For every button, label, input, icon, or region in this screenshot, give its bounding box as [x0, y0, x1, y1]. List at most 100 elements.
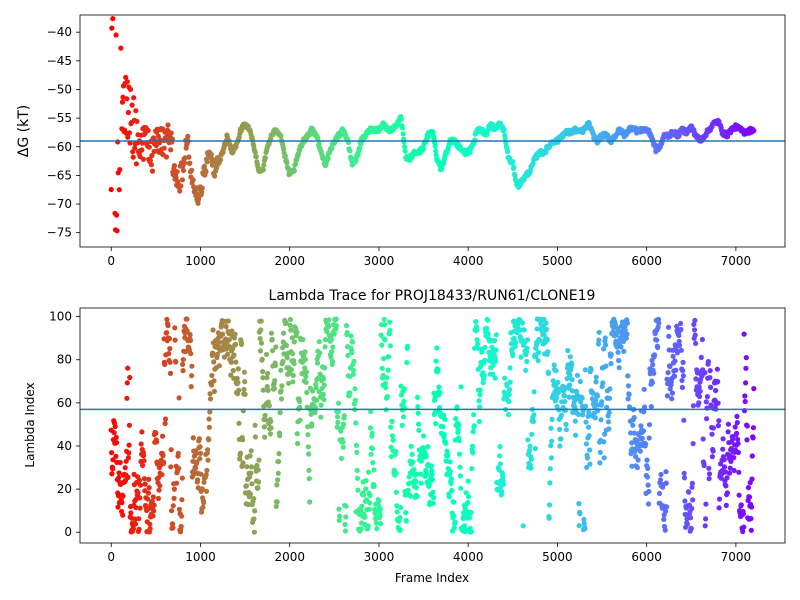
lambda-point — [738, 502, 744, 508]
lambda-point — [305, 432, 311, 438]
lambda-point — [702, 523, 708, 529]
lambda-point — [336, 506, 342, 512]
lambda-point — [433, 358, 439, 364]
lambda-point — [710, 425, 717, 431]
lambda-point — [240, 460, 246, 466]
lambda-point — [482, 344, 488, 351]
delta-g-x-tick-label: 3000 — [364, 254, 395, 268]
lambda-point — [226, 337, 232, 343]
lambda-point — [566, 394, 572, 400]
lambda-point — [258, 340, 265, 346]
lambda-point — [708, 384, 714, 390]
lambda-point — [476, 398, 482, 404]
lambda-point — [290, 379, 296, 385]
lambda-point — [303, 379, 309, 385]
lambda-point — [482, 357, 488, 363]
lambda-point — [418, 458, 424, 464]
lambda-point — [418, 471, 424, 477]
delta-g-point — [357, 146, 363, 152]
lambda-point — [197, 456, 203, 462]
lambda-point — [137, 482, 144, 488]
lambda-point — [371, 483, 377, 489]
delta-g-point — [511, 164, 517, 170]
lambda-point — [656, 320, 662, 326]
lambda-point — [377, 512, 383, 519]
lambda-point — [415, 404, 421, 410]
lambda-point — [537, 338, 543, 344]
lambda-point — [507, 379, 513, 385]
lambda-point — [416, 421, 422, 427]
lambda-point — [663, 508, 669, 514]
lambda-point — [414, 394, 421, 400]
lambda-point — [262, 434, 268, 440]
lambda-point — [205, 457, 211, 463]
lambda-point — [455, 427, 461, 433]
lambda-y-tick-label: 0 — [64, 525, 72, 539]
lambda-point — [567, 372, 573, 378]
lambda-point — [225, 351, 231, 357]
lambda-point — [564, 376, 570, 382]
lambda-point — [548, 425, 554, 431]
lambda-point — [238, 341, 245, 347]
lambda-point — [232, 331, 238, 337]
lambda-point — [667, 363, 673, 370]
lambda-point — [355, 487, 361, 493]
lambda-point — [229, 328, 235, 334]
lambda-point — [595, 341, 602, 347]
lambda-point — [171, 495, 177, 501]
lambda-point — [447, 459, 453, 465]
lambda-point — [409, 451, 415, 457]
lambda-point — [305, 424, 311, 430]
lambda-point — [268, 425, 274, 431]
lambda-y-ticks: 0 20 40 60 80 100 — [49, 310, 80, 539]
lambda-point — [335, 419, 341, 425]
lambda-point — [413, 485, 419, 491]
lambda-point — [317, 350, 323, 356]
lambda-point — [721, 464, 728, 470]
lambda-point — [343, 503, 349, 509]
lambda-point — [273, 503, 279, 510]
lambda-point — [175, 450, 181, 456]
lambda-point — [731, 455, 737, 461]
lambda-point — [449, 487, 455, 494]
lambda-point — [528, 465, 534, 471]
lambda-point — [151, 502, 157, 508]
lambda-point — [596, 337, 602, 343]
lambda-point — [593, 379, 599, 385]
lambda-point — [294, 329, 300, 335]
delta-g-point — [186, 154, 192, 160]
lambda-point — [374, 526, 380, 532]
lambda-point — [363, 478, 369, 484]
lambda-point — [544, 337, 551, 343]
lambda-point — [734, 420, 740, 426]
lambda-point — [381, 316, 387, 323]
lambda-y-tick-label: 40 — [57, 439, 72, 453]
lambda-point — [414, 493, 420, 499]
lambda-point — [703, 516, 709, 522]
lambda-point — [557, 443, 563, 449]
lambda-point — [692, 332, 698, 338]
lambda-point — [662, 527, 668, 533]
lambda-point — [128, 510, 134, 516]
lambda-point — [349, 350, 355, 356]
delta-g-y-ticks: −75 −70 −65 −60 −55 −50 −45 −40 — [47, 25, 80, 240]
lambda-point — [290, 372, 296, 378]
delta-g-point — [113, 32, 119, 38]
lambda-point — [318, 402, 324, 408]
lambda-point — [469, 466, 475, 472]
lambda-x-tick-label: 2000 — [274, 550, 305, 564]
lambda-point — [700, 436, 706, 442]
lambda-point — [740, 528, 746, 535]
delta-g-point — [145, 127, 151, 134]
lambda-point — [674, 350, 681, 356]
lambda-point — [168, 447, 174, 453]
lambda-point — [381, 356, 387, 362]
delta-g-point — [502, 135, 508, 141]
lambda-point — [520, 523, 526, 529]
lambda-point — [343, 514, 349, 520]
lambda-point — [228, 359, 234, 365]
lambda-point — [151, 508, 157, 514]
lambda-point — [307, 499, 313, 505]
delta-g-point — [316, 141, 322, 147]
